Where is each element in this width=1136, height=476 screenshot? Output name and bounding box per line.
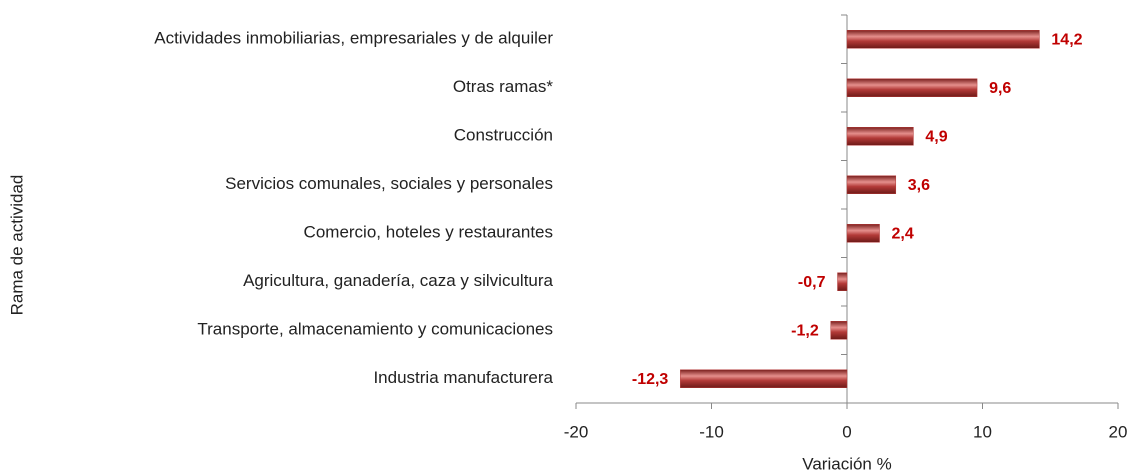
y-tick-label: Otras ramas* [453,77,554,96]
x-tick-label: 20 [1109,422,1128,441]
bar [846,175,897,194]
x-tick-label: 10 [973,422,992,441]
bar [846,127,914,146]
value-label: 14,2 [1051,31,1082,48]
y-tick-label: Servicios comunales, sociales y personal… [225,174,553,193]
value-label: 3,6 [908,177,930,194]
bar [846,224,880,243]
x-tick-label: 0 [842,422,851,441]
bar [830,321,848,340]
y-tick-label: Comercio, hoteles y restaurantes [304,223,553,242]
y-tick-label: Transporte, almacenamiento y comunicacio… [197,320,553,339]
y-tick-label: Agricultura, ganadería, caza y silvicult… [243,271,553,290]
value-label: -1,2 [791,322,819,339]
y-axis-label: Rama de actividad [7,175,26,316]
bar [680,369,848,388]
x-axis-label: Variación % [802,454,891,473]
value-label: -0,7 [798,274,826,291]
value-label: 9,6 [989,80,1011,97]
value-label: -12,3 [632,371,669,388]
x-tick-label: -10 [699,422,724,441]
bar [846,78,978,97]
bar [837,272,848,291]
y-tick-label: Industria manufacturera [373,368,553,387]
bar [846,30,1040,49]
x-tick-label: -20 [564,422,589,441]
y-tick-label: Construcción [454,126,553,145]
value-label: 4,9 [925,128,947,145]
value-label: 2,4 [892,225,914,242]
y-tick-label: Actividades inmobiliarias, empresariales… [154,29,553,48]
